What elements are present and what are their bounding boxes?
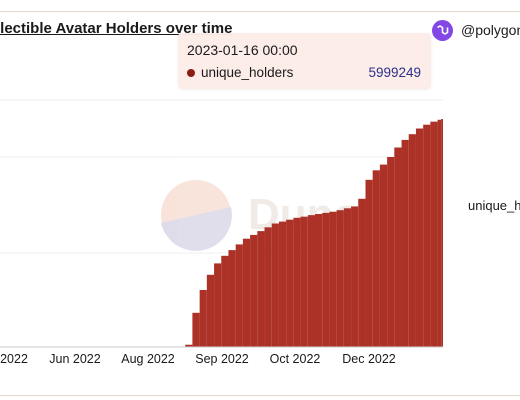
bar[interactable] bbox=[336, 210, 344, 347]
bar[interactable] bbox=[394, 147, 402, 348]
bar[interactable] bbox=[437, 119, 442, 347]
bar[interactable] bbox=[401, 139, 409, 347]
owner-badge[interactable]: @polygon bbox=[432, 19, 520, 41]
bar[interactable] bbox=[185, 344, 193, 347]
bar[interactable] bbox=[387, 157, 395, 347]
bar[interactable] bbox=[423, 124, 431, 347]
bar[interactable] bbox=[192, 312, 200, 347]
bar[interactable] bbox=[379, 164, 388, 347]
x-tick-label: 2022 bbox=[0, 352, 28, 366]
tooltip-series-name: unique_holders bbox=[201, 65, 294, 80]
bar[interactable] bbox=[329, 211, 337, 347]
bar[interactable] bbox=[264, 227, 272, 347]
x-tick-label: Aug 2022 bbox=[121, 352, 175, 366]
x-tick-label: Sep 2022 bbox=[195, 352, 249, 366]
watermark-wedge bbox=[161, 207, 232, 251]
bar[interactable] bbox=[441, 119, 443, 348]
bar[interactable] bbox=[206, 274, 215, 347]
tooltip-value: 5999249 bbox=[368, 65, 421, 80]
bar[interactable] bbox=[278, 221, 287, 347]
x-tick-label: Dec 2022 bbox=[342, 352, 396, 366]
bar[interactable] bbox=[430, 121, 438, 347]
bar[interactable] bbox=[372, 170, 380, 347]
legend-item[interactable]: unique_h bbox=[468, 198, 520, 213]
bar[interactable] bbox=[343, 208, 352, 347]
bar[interactable] bbox=[286, 219, 294, 347]
bar[interactable] bbox=[351, 206, 359, 347]
polygon-logo-icon bbox=[432, 19, 453, 41]
x-tick-label: Oct 2022 bbox=[269, 352, 321, 366]
bar[interactable] bbox=[250, 234, 258, 347]
bar[interactable] bbox=[322, 212, 330, 347]
bar[interactable] bbox=[235, 244, 243, 347]
bar[interactable] bbox=[408, 134, 416, 347]
chart-title[interactable]: llectible Avatar Holders over time bbox=[0, 20, 233, 37]
bar[interactable] bbox=[221, 255, 229, 347]
bar[interactable] bbox=[242, 238, 251, 347]
bar[interactable] bbox=[315, 214, 323, 347]
bar[interactable] bbox=[199, 290, 207, 347]
top-divider bbox=[0, 11, 520, 12]
bottom-divider bbox=[0, 395, 520, 396]
bar[interactable] bbox=[365, 179, 373, 347]
bar[interactable] bbox=[415, 128, 424, 348]
bar[interactable] bbox=[271, 223, 279, 348]
bar-series bbox=[177, 62, 443, 348]
bar[interactable] bbox=[228, 250, 236, 347]
x-tick-label: Jun 2022 bbox=[49, 352, 101, 366]
series-color-dot bbox=[187, 69, 195, 77]
bar[interactable] bbox=[300, 216, 308, 347]
bar[interactable] bbox=[293, 217, 301, 347]
hover-tooltip: 2023-01-16 00:00 unique_holders 5999249 bbox=[178, 33, 431, 89]
owner-handle: @polygon bbox=[461, 22, 520, 38]
bar[interactable] bbox=[214, 263, 222, 347]
bar[interactable] bbox=[307, 215, 316, 347]
tooltip-date: 2023-01-16 00:00 bbox=[187, 42, 298, 58]
bar[interactable] bbox=[257, 231, 265, 347]
bar[interactable] bbox=[358, 198, 366, 347]
